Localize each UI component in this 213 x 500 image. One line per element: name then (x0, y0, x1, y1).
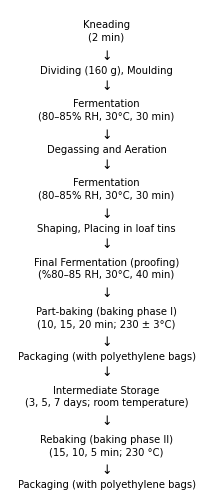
Text: Kneading
(2 min): Kneading (2 min) (83, 20, 130, 42)
Text: ↓: ↓ (101, 50, 112, 62)
Text: Fermentation
(80–85% RH, 30°C, 30 min): Fermentation (80–85% RH, 30°C, 30 min) (38, 178, 175, 201)
Text: Shaping, Placing in loaf tins: Shaping, Placing in loaf tins (37, 224, 176, 234)
Text: ↓: ↓ (101, 415, 112, 428)
Text: ↓: ↓ (101, 366, 112, 379)
Text: ↓: ↓ (101, 128, 112, 141)
Text: Dividing (160 g), Moulding: Dividing (160 g), Moulding (40, 66, 173, 76)
Text: Packaging (with polyethylene bags): Packaging (with polyethylene bags) (17, 352, 196, 362)
Text: Part-baking (baking phase I)
(10, 15, 20 min; 230 ± 3°C): Part-baking (baking phase I) (10, 15, 20… (36, 306, 177, 329)
Text: ↓: ↓ (101, 80, 112, 92)
Text: ↓: ↓ (101, 287, 112, 300)
Text: Intermediate Storage
(3, 5, 7 days; room temperature): Intermediate Storage (3, 5, 7 days; room… (25, 386, 188, 408)
Text: ↓: ↓ (101, 158, 112, 172)
Text: Rebaking (baking phase II)
(15, 10, 5 min; 230 °C): Rebaking (baking phase II) (15, 10, 5 mi… (40, 434, 173, 457)
Text: Fermentation
(80–85% RH, 30°C, 30 min): Fermentation (80–85% RH, 30°C, 30 min) (38, 100, 175, 122)
Text: Packaging (with polyethylene bags): Packaging (with polyethylene bags) (17, 480, 196, 490)
Text: ↓: ↓ (101, 336, 112, 349)
Text: Degassing and Aeration: Degassing and Aeration (47, 145, 166, 155)
Text: Final Fermentation (proofing)
(%80–85 RH, 30°C, 40 min): Final Fermentation (proofing) (%80–85 RH… (34, 258, 179, 280)
Text: ↓: ↓ (101, 208, 112, 220)
Text: ↓: ↓ (101, 464, 112, 477)
Text: ↓: ↓ (101, 238, 112, 250)
